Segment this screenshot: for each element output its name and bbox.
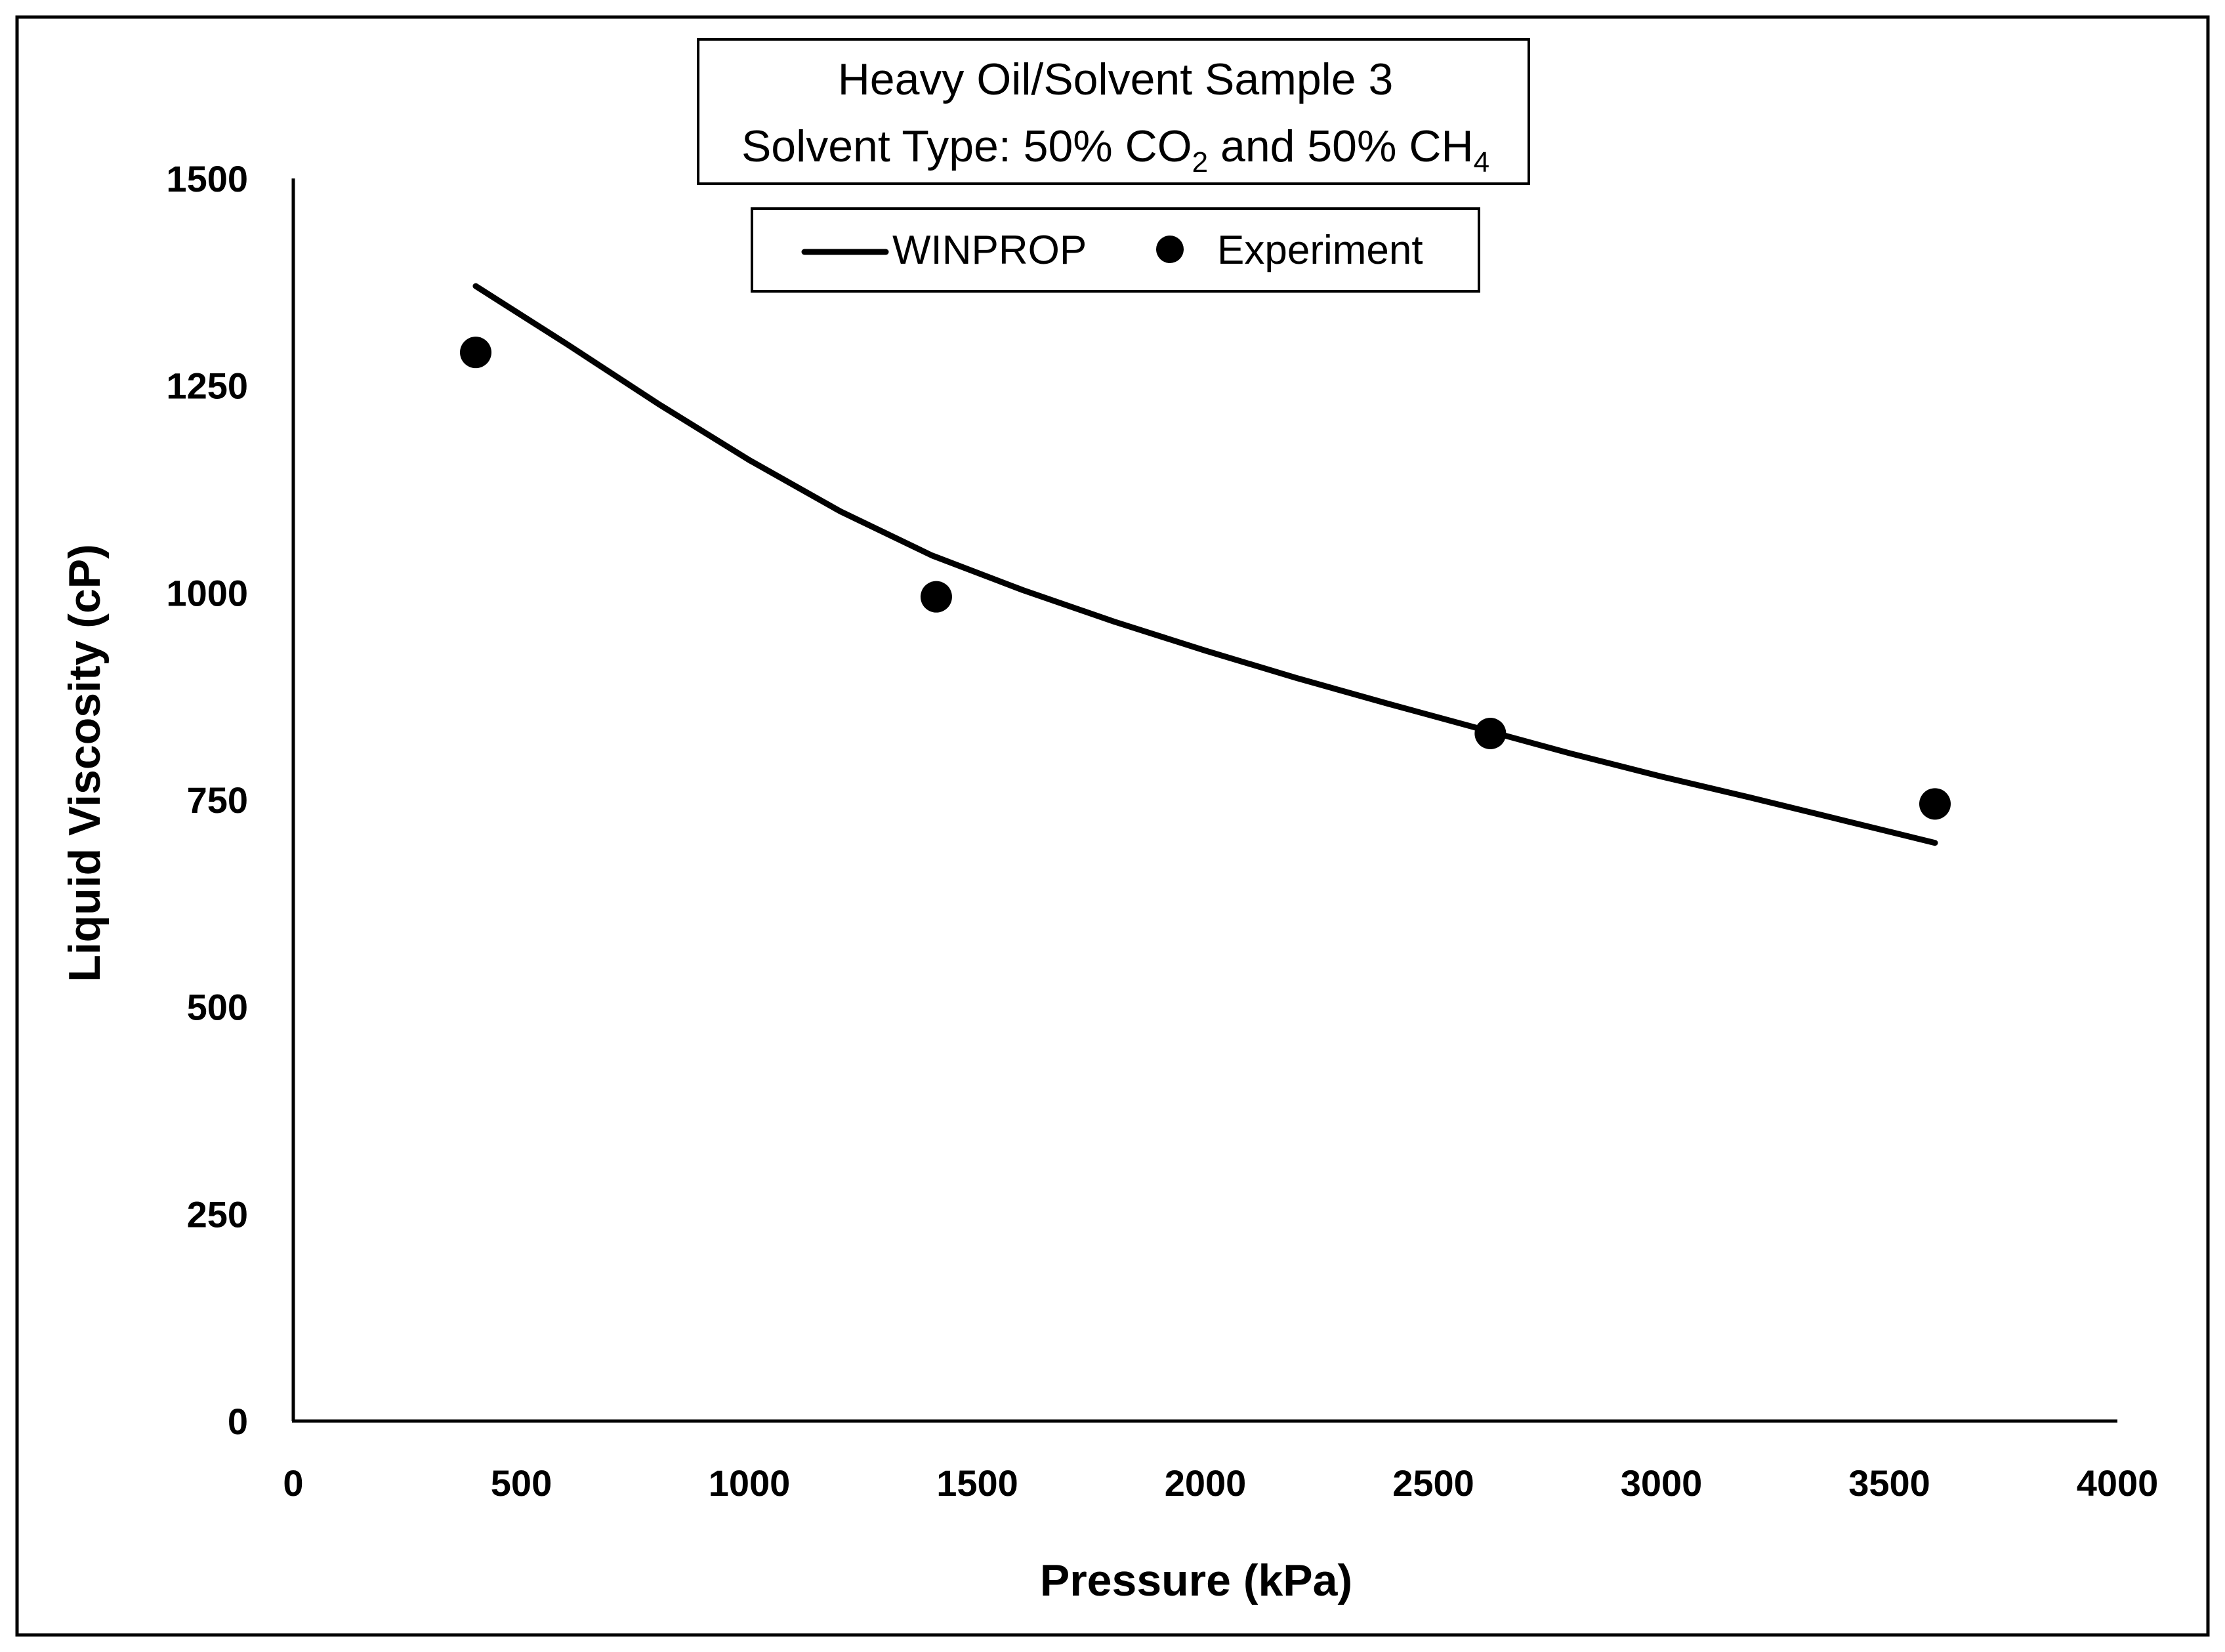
legend-marker-experiment bbox=[1156, 236, 1184, 263]
x-tick-label: 0 bbox=[283, 1462, 303, 1504]
chart-title-line1: Heavy Oil/Solvent Sample 3 bbox=[838, 54, 1394, 104]
y-tick-label: 0 bbox=[228, 1401, 248, 1442]
x-tick-label: 3500 bbox=[1848, 1462, 1930, 1504]
y-tick-label: 1500 bbox=[166, 158, 248, 199]
x-tick-label: 2500 bbox=[1392, 1462, 1474, 1504]
experiment-point bbox=[460, 337, 491, 369]
y-tick-label: 500 bbox=[187, 987, 248, 1028]
title-line2-mid: and 50% CH bbox=[1208, 121, 1473, 171]
legend-label-winprop: WINPROP bbox=[892, 228, 1087, 273]
title-subscript-ch4: 4 bbox=[1474, 146, 1489, 178]
y-tick-label: 1250 bbox=[166, 365, 248, 407]
y-tick-labels: 0 250 500 750 1000 1250 1500 bbox=[166, 158, 248, 1442]
experiment-point bbox=[920, 581, 952, 613]
y-tick-label: 1000 bbox=[166, 572, 248, 613]
title-subscript-co2: 2 bbox=[1192, 146, 1208, 178]
experiment-point bbox=[1919, 788, 1951, 820]
series-line-winprop bbox=[472, 283, 1938, 846]
y-tick-label: 750 bbox=[187, 779, 248, 821]
experiment-point bbox=[1474, 717, 1507, 749]
x-tick-label: 1000 bbox=[709, 1462, 791, 1504]
x-tick-label: 1500 bbox=[936, 1462, 1018, 1504]
y-tick-label: 250 bbox=[187, 1193, 248, 1235]
chart-title-line2: Solvent Type: 50% CO2 and 50% CH4 bbox=[741, 121, 1489, 178]
x-tick-label: 500 bbox=[491, 1462, 552, 1504]
x-axis-title: Pressure (kPa) bbox=[1040, 1556, 1352, 1605]
x-tick-label: 4000 bbox=[2077, 1462, 2159, 1504]
legend-label-experiment: Experiment bbox=[1217, 228, 1423, 273]
y-axis-title: Liquid Viscosity (cP) bbox=[60, 544, 110, 982]
x-tick-label: 3000 bbox=[1621, 1462, 1703, 1504]
x-tick-label: 2000 bbox=[1165, 1462, 1247, 1504]
title-line2-prefix: Solvent Type: 50% CO bbox=[741, 121, 1192, 171]
x-tick-labels: 0 500 1000 1500 2000 2500 3000 3500 4000 bbox=[283, 1462, 2158, 1504]
series-points-experiment bbox=[460, 337, 1951, 820]
title-box bbox=[697, 38, 1530, 185]
